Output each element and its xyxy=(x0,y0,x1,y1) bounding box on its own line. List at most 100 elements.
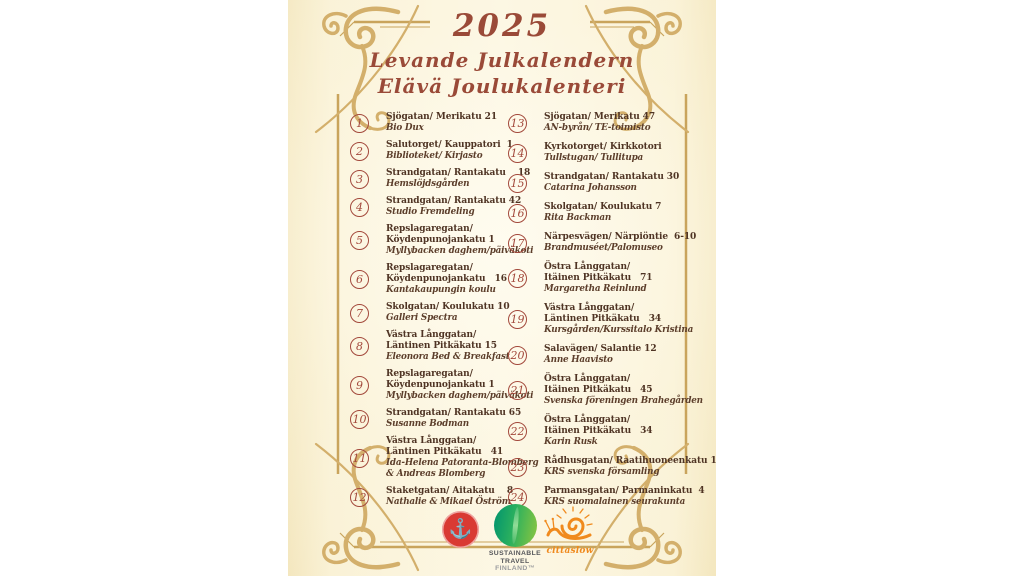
item-number-badge: 8 xyxy=(350,337,369,356)
item-number-badge: 24 xyxy=(508,487,527,507)
item-number-badge: 14 xyxy=(508,143,527,163)
item-number-badge: 1 xyxy=(350,113,369,133)
item-number-badge: 6 xyxy=(350,270,369,289)
calendar-item: 14 Kyrkotorget/ Kirkkotori Tullstugan/ Tul… xyxy=(508,142,688,164)
item-name: Margaretha Reinlund xyxy=(544,284,647,294)
item-number-badge: 15 xyxy=(508,173,527,193)
item-name: Ida-Helena Patoranta-Blomberg xyxy=(386,458,539,468)
item-text: Sjögatan/ Merikatu 47 AN-byrån/ TE-toimis… xyxy=(544,112,655,134)
item-text: Skolgatan/ Koulukatu 7 Rita Backman xyxy=(544,202,661,224)
item-name: Kursgården/Kurssitalo Kristina xyxy=(544,325,694,335)
calendar-item: 6 Repslagaregatan/Köydenpunojankatu 16 Kan… xyxy=(350,263,508,296)
item-number-badge: 19 xyxy=(508,310,527,329)
item-name: Catarina Johansson xyxy=(544,183,637,193)
item-text: Rådhusgatan/ Raatihuoneenkatu 1 KRS svens… xyxy=(544,456,717,478)
item-text: Strandgatan/ Rantakatu 18 Hemslöjdsgården xyxy=(386,168,530,190)
item-address: Läntinen Pitkäkatu 15 xyxy=(386,341,497,351)
calendar-column-left: 1 Sjögatan/ Merikatu 21 Bio Dux 2 Salutorget… xyxy=(350,112,539,514)
item-number-badge: 18 xyxy=(508,269,527,288)
item-name: Brandmuséet/Palomuseo xyxy=(544,243,663,253)
item-name: KRS suomalainen seurakunta xyxy=(544,497,686,507)
calendar-item: 7 Skolgatan/ Koulukatu 10 Galleri Spectra xyxy=(350,302,510,324)
item-address: Strandgatan/ Rantakatu 30 xyxy=(544,172,680,182)
item-address: Läntinen Pitkäkatu 34 xyxy=(544,314,662,324)
item-text: Strandgatan/ Rantakatu 42 Studio Fremdeli… xyxy=(386,196,521,218)
item-number-badge: 5 xyxy=(350,231,369,250)
item-number-badge: 9 xyxy=(350,376,369,395)
item-number-badge: 10 xyxy=(350,409,369,429)
item-address: Salavägen/ Salantie 12 xyxy=(544,344,657,354)
item-name: Biblioteket/ Kirjasto xyxy=(386,151,483,161)
item-number-badge: 23 xyxy=(508,457,527,477)
calendar-item: 3 Strandgatan/ Rantakatu 18 Hemslöjdsgårde… xyxy=(350,168,530,190)
item-number-badge: 7 xyxy=(350,303,369,323)
item-text: Salavägen/ Salantie 12 Anne Haavisto xyxy=(544,344,657,366)
item-address: Västra Långgatan/ xyxy=(386,330,477,340)
item-name: Myllybacken daghem/päiväkoti xyxy=(386,391,534,401)
item-number-badge: 2 xyxy=(350,141,369,161)
item-address: Sjögatan/ Merikatu 47 xyxy=(544,112,656,122)
item-number-badge: 3 xyxy=(350,169,369,189)
calendar-item: 24 Parmansgatan/ Parmaninkatu 4 KRS suomal… xyxy=(508,486,705,508)
item-text: Strandgatan/ Rantakatu 30 Catarina Johans… xyxy=(544,172,679,194)
item-name: Svenska föreningen Brahegården xyxy=(544,396,703,406)
item-address: Strandgatan/ Rantakatu 65 xyxy=(386,408,522,418)
item-text: Repslagaregatan/Köydenpunojankatu 16 Kant… xyxy=(386,263,507,296)
item-address: Östra Långgatan/ xyxy=(544,415,631,425)
item-text: Salutorget/ Kauppatori 1 Biblioteket/ Kir… xyxy=(386,140,513,162)
item-name: Rita Backman xyxy=(544,213,612,223)
header: 2025 Levande Julkalendern Elävä Joulukal… xyxy=(288,0,716,99)
title-swedish: Levande Julkalendern xyxy=(369,48,635,72)
calendar-item: 15 Strandgatan/ Rantakatu 30 Catarina Joha… xyxy=(508,172,688,194)
item-number-badge: 16 xyxy=(508,203,527,223)
calendar-item: 17 Närpesvägen/ Närpiöntie 6-10 Brandmusée… xyxy=(508,232,696,254)
item-address: Salutorget/ Kauppatori 1 xyxy=(386,140,513,150)
item-text: Västra Långgatan/Läntinen Pitkäkatu 34 Ku… xyxy=(544,303,693,336)
item-number-badge: 21 xyxy=(508,381,527,400)
calendar-item: 19 Västra Långgatan/Läntinen Pitkäkatu 34… xyxy=(508,303,693,336)
item-address: Strandgatan/ Rantakatu 42 xyxy=(386,196,522,206)
item-number-badge: 17 xyxy=(508,233,527,253)
item-address: Skolgatan/ Koulukatu 10 xyxy=(386,302,510,312)
item-name: Susanne Bodman xyxy=(386,419,469,429)
calendar-item: 1 Sjögatan/ Merikatu 21 Bio Dux xyxy=(350,112,508,134)
item-address: Skolgatan/ Koulukatu 7 xyxy=(544,202,662,212)
item-address: Itäinen Pitkäkatu 34 xyxy=(544,426,653,436)
item-text: Strandgatan/ Rantakatu 65 Susanne Bodman xyxy=(386,408,521,430)
item-address: Sjögatan/ Merikatu 21 xyxy=(386,112,498,122)
item-address: Rådhusgatan/ Raatihuoneenkatu 1 xyxy=(544,456,717,466)
item-address: Itäinen Pitkäkatu 45 xyxy=(544,385,653,395)
item-name: Studio Fremdeling xyxy=(386,207,475,217)
item-text: Östra Långgatan/Itäinen Pitkäkatu 45 Sven… xyxy=(544,374,703,407)
calendar-item: 5 Repslagaregatan/Köydenpunojankatu 1 Myll… xyxy=(350,224,533,257)
item-name: Karin Rusk xyxy=(544,437,598,447)
item-name: AN-byrån/ TE-toimisto xyxy=(544,123,651,133)
item-name: Eleonora Bed & Breakfast xyxy=(386,352,510,362)
item-address: Strandgatan/ Rantakatu 18 xyxy=(386,168,531,178)
item-text: Parmansgatan/ Parmaninkatu 4 KRS suomalai… xyxy=(544,486,705,508)
item-number-badge: 22 xyxy=(508,422,527,441)
item-address: Närpesvägen/ Närpiöntie 6-10 xyxy=(544,232,697,242)
item-name: KRS svenska församling xyxy=(544,467,660,477)
item-name: Anne Haavisto xyxy=(544,355,613,365)
item-name: Bio Dux xyxy=(386,123,424,133)
calendar-item: 20 Salavägen/ Salantie 12 Anne Haavisto xyxy=(508,344,688,366)
item-text: Västra Långgatan/Läntinen Pitkäkatu 15 El… xyxy=(386,330,510,363)
calendar-item: 12 Staketgatan/ Aitakatu 8 Nathalie & Mika… xyxy=(350,486,513,508)
item-number-badge: 13 xyxy=(508,113,527,133)
item-text: Östra Långgatan/Itäinen Pitkäkatu 34 Kari… xyxy=(544,415,653,448)
item-address: Repslagaregatan/ xyxy=(386,224,473,234)
calendar-item: 23 Rådhusgatan/ Raatihuoneenkatu 1 KRS sve… xyxy=(508,456,717,478)
item-address: Repslagaregatan/ xyxy=(386,263,473,273)
item-address: Västra Långgatan/ xyxy=(544,303,635,313)
item-number-badge: 12 xyxy=(350,487,369,507)
item-text: Staketgatan/ Aitakatu 8 Nathalie & Mikael… xyxy=(386,486,513,508)
item-name: & Andreas Blomberg xyxy=(386,469,486,479)
item-name: Nathalie & Mikael Öström xyxy=(386,497,511,507)
item-number-badge: 20 xyxy=(508,345,527,365)
item-text: Skolgatan/ Koulukatu 10 Galleri Spectra xyxy=(386,302,510,324)
calendar-item: 22 Östra Långgatan/Itäinen Pitkäkatu 34 Ka… xyxy=(508,415,688,448)
title-finnish: Elävä Joulukalenteri xyxy=(377,74,627,98)
calendar-item: 10 Strandgatan/ Rantakatu 65 Susanne Bodma… xyxy=(350,408,521,430)
calendar-item: 8 Västra Långgatan/Läntinen Pitkäkatu 15 E… xyxy=(350,330,510,363)
